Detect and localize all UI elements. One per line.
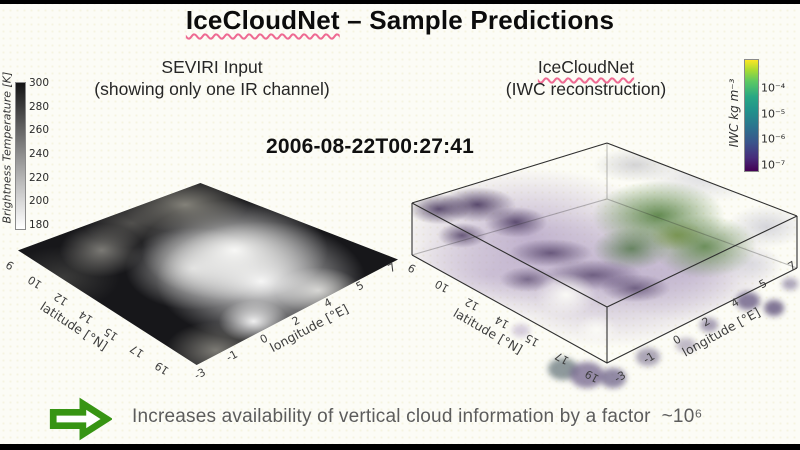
bt-colorbar-tick: 260 (29, 124, 50, 136)
lat-tick: 10 (432, 276, 452, 296)
letterbox-bottom-bar (0, 444, 800, 450)
iwc-colorbar-tick: 10⁻⁵ (761, 107, 786, 121)
left-subtitle-line1: SEVIRI Input (161, 57, 263, 77)
letterbox-top-bar (0, 0, 800, 4)
brightness-temperature-colorbar-label: Brightness Temperature [K] (0, 71, 14, 224)
lat-tick: 9 (3, 257, 17, 273)
brightness-temperature-colorbar (15, 82, 26, 230)
bt-colorbar-tick: 240 (29, 148, 50, 160)
lon-tick: 7 (385, 260, 399, 276)
title-highlight-word: IceCloudNet (185, 5, 340, 35)
bt-colorbar-tick: 220 (29, 172, 50, 184)
title-rest: – Sample Predictions (339, 5, 615, 35)
iwc-colorbar (744, 59, 759, 172)
iwc-colorbar-label: IWC kg m⁻³ (727, 78, 741, 148)
seviri-image-plane (18, 183, 398, 365)
cloud-blob (764, 300, 784, 316)
bt-colorbar-tick: 200 (29, 195, 50, 207)
bt-colorbar-tick: 280 (29, 101, 50, 113)
left-subtitle-line2: (showing only one IR channel) (94, 79, 330, 99)
lat-tick: 9 (405, 260, 419, 276)
page-title: IceCloudNet – Sample Predictions (0, 5, 800, 36)
bt-colorbar-tick: 180 (29, 219, 50, 231)
lat-tick: 10 (25, 272, 45, 292)
timestamp: 2006-08-22T00:27:41 (265, 135, 475, 158)
lat-tick: 17 (127, 341, 147, 361)
green-arrow-icon (49, 397, 112, 441)
cloud-blob (782, 278, 798, 290)
iwc-colorbar-tick: 10⁻⁷ (761, 158, 786, 172)
footer-text: Increases availability of vertical cloud… (132, 406, 702, 428)
right-plot-subtitle: IceCloudNet (IWC reconstruction) (436, 56, 736, 100)
lon-tick: 5 (353, 278, 367, 294)
lon-tick: -1 (224, 347, 240, 365)
lat-tick: 19 (152, 358, 172, 378)
right-subtitle-line2: (IWC reconstruction) (505, 79, 667, 99)
lon-tick: -3 (192, 365, 208, 383)
right-subtitle-line1: IceCloudNet (537, 57, 635, 77)
footer-factor: ~10⁶ (661, 406, 703, 427)
bt-colorbar-tick: 300 (29, 77, 50, 89)
cloud-blob (570, 362, 604, 388)
iwc-colorbar-tick: 10⁻⁴ (761, 81, 786, 95)
footer-sentence: Increases availability of vertical cloud… (132, 406, 651, 427)
left-plot-subtitle: SEVIRI Input (showing only one IR channe… (30, 56, 394, 100)
cloud-blob (600, 368, 626, 388)
left-latitude-axis-label: latitude [°N] (37, 298, 111, 354)
iwc-colorbar-tick: 10⁻⁶ (761, 132, 786, 146)
